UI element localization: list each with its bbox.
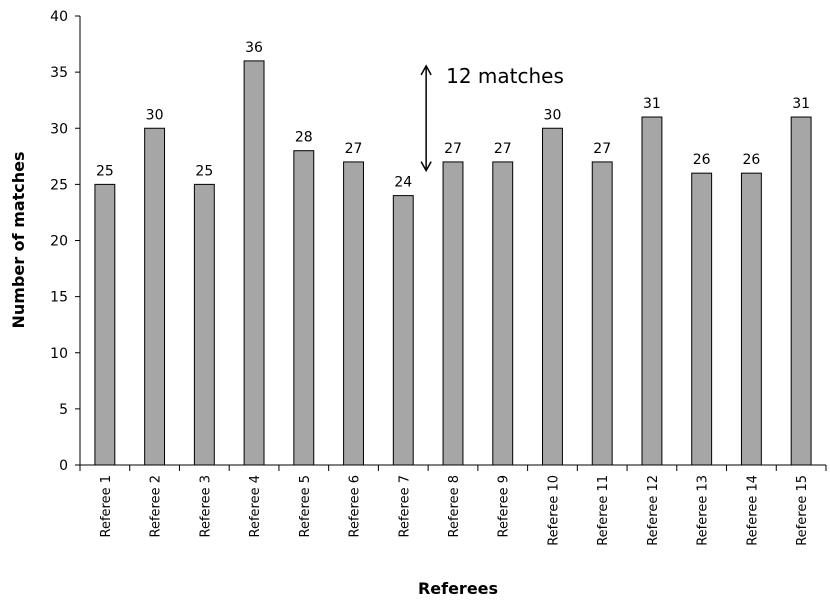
bar bbox=[542, 127, 563, 466]
bar bbox=[740, 172, 762, 466]
data-label: 31 bbox=[792, 96, 810, 112]
bar bbox=[641, 116, 663, 466]
bar bbox=[343, 161, 364, 466]
bars bbox=[94, 60, 812, 466]
bar bbox=[243, 60, 265, 466]
bar bbox=[392, 195, 414, 466]
data-label: 27 bbox=[494, 141, 512, 157]
y-axis-title: Number of matches bbox=[9, 151, 28, 328]
x-tick-label: Referee 12 bbox=[646, 475, 661, 546]
bar bbox=[442, 161, 464, 466]
y-tick-label: 15 bbox=[50, 290, 68, 306]
bar bbox=[144, 127, 166, 466]
annotation-text: 12 matches bbox=[446, 64, 564, 88]
x-tick-label: Referee 6 bbox=[348, 475, 363, 537]
x-axis: Referee 1 Referee 2 Referee 3 Referee 4 Refe… bbox=[79, 464, 827, 546]
data-label: 25 bbox=[96, 163, 114, 179]
y-tick-label: 40 bbox=[50, 9, 68, 25]
x-tick-label: Referee 4 bbox=[248, 475, 263, 537]
x-axis-title: Referees bbox=[418, 579, 498, 598]
bar bbox=[293, 150, 315, 466]
x-tick-label: Referee 7 bbox=[397, 475, 412, 537]
y-tick-label: 10 bbox=[50, 346, 68, 362]
x-tick-label: Referee 11 bbox=[596, 475, 611, 546]
x-tick-label: Referee 3 bbox=[198, 475, 213, 537]
annotation: 12 matches bbox=[420, 64, 564, 173]
data-label: 27 bbox=[444, 141, 462, 157]
annotation-arrowhead-top bbox=[420, 64, 432, 76]
x-tick-label: Referee 14 bbox=[745, 475, 760, 546]
data-label: 26 bbox=[742, 152, 760, 168]
x-tick-label: Referee 10 bbox=[546, 475, 561, 546]
bar bbox=[691, 172, 713, 466]
data-label: 24 bbox=[394, 175, 412, 191]
x-tick-label: Referee 13 bbox=[696, 475, 711, 546]
y-tick-label: 30 bbox=[50, 121, 68, 137]
x-tick-label: Referee 9 bbox=[497, 475, 512, 537]
y-tick-label: 20 bbox=[50, 234, 68, 250]
x-tick-label: Referee 8 bbox=[447, 475, 462, 537]
bar bbox=[492, 161, 514, 466]
data-label: 30 bbox=[544, 107, 562, 123]
y-tick-label: 25 bbox=[50, 177, 68, 193]
y-tick-label: 0 bbox=[59, 458, 68, 474]
data-label: 31 bbox=[643, 96, 661, 112]
y-tick-label: 35 bbox=[50, 65, 68, 81]
x-tick-label: Referee 5 bbox=[298, 475, 313, 537]
bar bbox=[94, 183, 116, 466]
data-labels: 25 30 25 36 28 27 24 27 27 30 27 31 26 26 31 bbox=[96, 40, 810, 191]
y-axis: 0 5 10 15 20 25 30 35 40 bbox=[50, 9, 81, 474]
x-tick-label: Referee 1 bbox=[99, 475, 114, 537]
data-label: 28 bbox=[295, 130, 313, 146]
data-label: 27 bbox=[345, 141, 363, 157]
data-label: 25 bbox=[195, 163, 213, 179]
data-label: 27 bbox=[593, 141, 611, 157]
x-tick-label: Referee 15 bbox=[795, 475, 810, 546]
annotation-arrowhead-bottom bbox=[420, 161, 432, 173]
bar bbox=[193, 183, 215, 466]
y-tick-label: 5 bbox=[59, 402, 68, 418]
bar bbox=[790, 116, 812, 466]
data-label: 26 bbox=[693, 152, 711, 168]
data-label: 30 bbox=[146, 107, 164, 123]
data-label: 36 bbox=[245, 40, 263, 56]
bar bbox=[591, 161, 613, 466]
x-tick-label: Referee 2 bbox=[149, 475, 164, 537]
